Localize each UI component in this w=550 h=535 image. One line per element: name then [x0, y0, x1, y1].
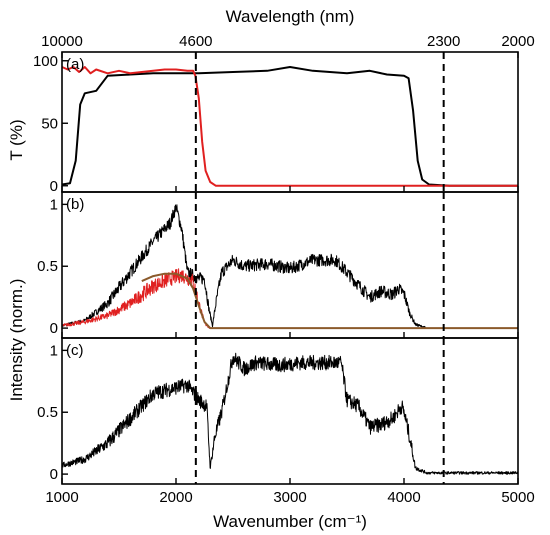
x-tick-label-2: 3000 [273, 489, 306, 506]
panel-0-ytick-label-0: 0 [50, 178, 58, 195]
panel-0-ytick-label-1: 50 [41, 115, 58, 132]
panel-1-series-0 [61, 204, 518, 329]
top-tick-label-0: 10000 [41, 33, 83, 50]
panel-1-series-2 [141, 272, 518, 330]
panel-2-tag: (c) [66, 342, 84, 359]
panel-1-ytick-label-0: 0 [50, 320, 58, 337]
top-axis-title: Wavelength (nm) [226, 7, 355, 26]
top-tick-label-1: 4600 [179, 33, 212, 50]
panel-1-series-1 [61, 268, 518, 329]
x-tick-label-4: 5000 [501, 489, 534, 506]
plot-area: 0 50 100 (a) 0 0.5 1 (b) 0 0.5 1 (c) 1000 2000 3000 400… [33, 33, 535, 506]
top-tick-label-3: 2000 [501, 33, 534, 50]
panel-0-series-1 [61, 66, 518, 187]
panel-a-ylabel: T (%) [7, 119, 26, 160]
panel-1-ytick-label-2: 1 [50, 196, 58, 213]
x-tick-label-1: 2000 [159, 489, 192, 506]
panel-2-series-0 [61, 352, 519, 475]
panel-0-tag: (a) [66, 56, 84, 73]
panel-2-ytick-label-0: 0 [50, 466, 58, 483]
bottom-axis-title: Wavenumber (cm⁻¹) [213, 512, 367, 531]
panel-2-ytick-label-1: 0.5 [37, 404, 58, 421]
panel-0-series-0 [61, 66, 518, 187]
x-tick-label-0: 1000 [45, 489, 78, 506]
panel-1-frame [61, 191, 519, 339]
panel-0-ytick-label-2: 100 [33, 53, 58, 70]
x-tick-label-3: 4000 [387, 489, 420, 506]
top-tick-label-2: 2300 [427, 33, 460, 50]
panel-1-tag: (b) [66, 196, 84, 213]
panel-1-ytick-label-1: 0.5 [37, 258, 58, 275]
panel-2-ytick-label-2: 1 [50, 342, 58, 359]
shared-ylabel: Intensity (norm.) [7, 279, 26, 402]
